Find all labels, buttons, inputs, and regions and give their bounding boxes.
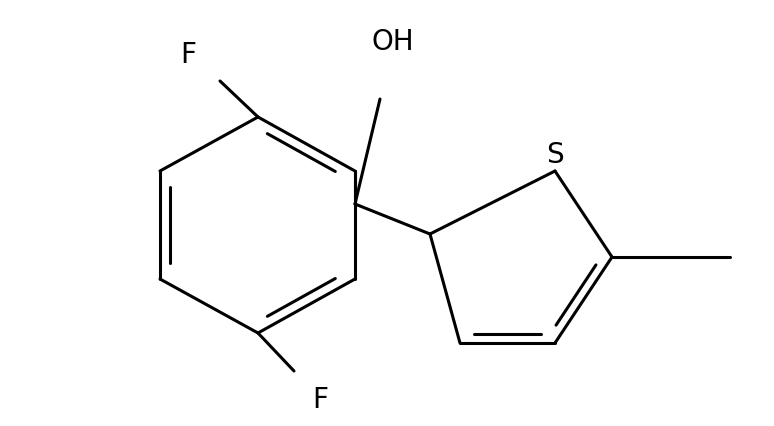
Text: OH: OH bbox=[372, 28, 414, 56]
Text: F: F bbox=[312, 385, 328, 413]
Text: S: S bbox=[546, 141, 563, 169]
Text: F: F bbox=[180, 41, 196, 69]
